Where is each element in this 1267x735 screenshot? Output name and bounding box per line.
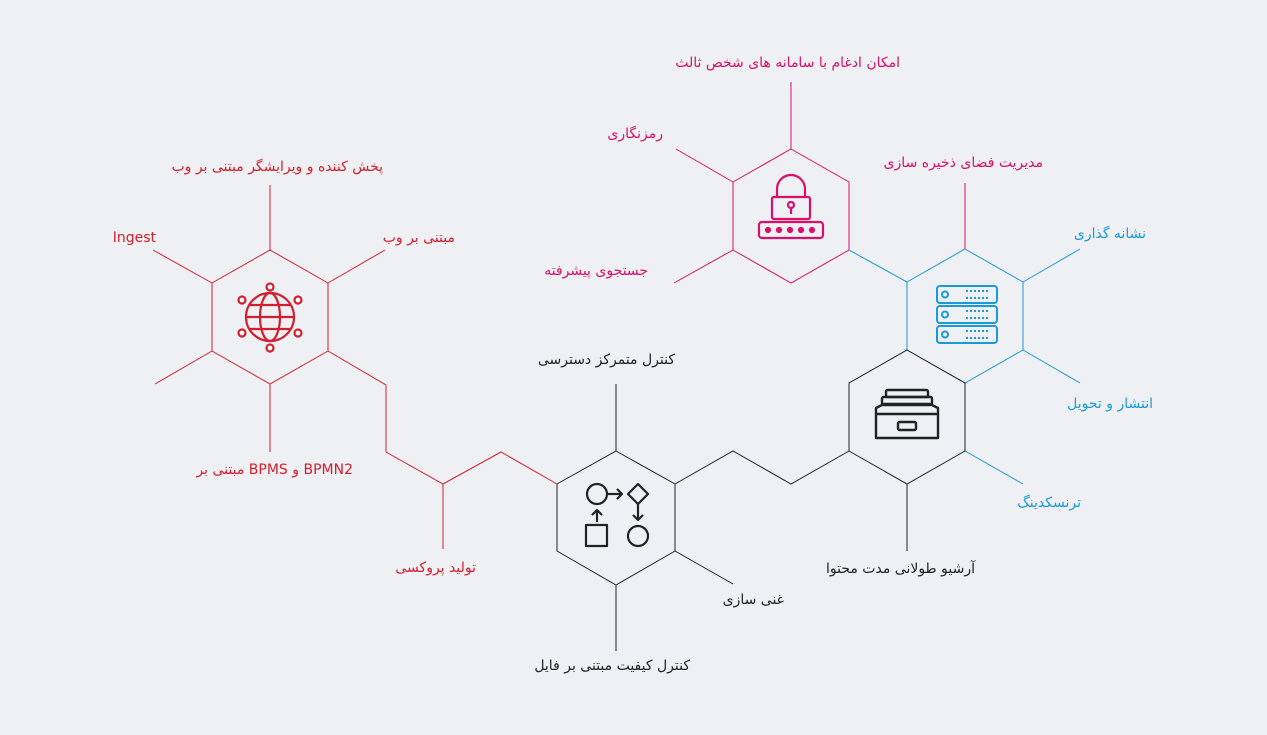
storage-hexagon: [906, 248, 1024, 384]
label-tagging: نشانه گذاری: [1074, 225, 1146, 242]
security-hexagon: [732, 148, 850, 284]
label-proxy: تولید پروکسی: [395, 560, 476, 576]
label-central-access: کنترل متمرکز دسترسی: [538, 352, 675, 368]
label-advanced-search: جستجوی پیشرفته: [544, 263, 648, 279]
connector-line: [848, 249, 908, 283]
label-integration: امکان ادغام با سامانه های شخص ثالث: [675, 55, 900, 71]
label-web-based: مبتنی بر وب: [383, 230, 455, 246]
connector-line: [154, 350, 213, 385]
connector-line: [327, 249, 386, 284]
archive-tray-icon: [874, 388, 940, 440]
connector-line: [1022, 248, 1081, 283]
workflow-node: [556, 384, 734, 651]
connector-line: [327, 350, 558, 485]
workflow-process-icon: [584, 482, 650, 548]
archive-hexagon: [848, 349, 966, 485]
connector-line: [675, 148, 734, 183]
label-file-qc: کنترل کیفیت مبتنی بر فایل: [534, 658, 690, 674]
label-publish: انتشار و تحویل: [1067, 396, 1153, 412]
label-enrichment: غنی سازی: [723, 592, 784, 608]
connector-line: [152, 249, 213, 284]
connector-line: [964, 450, 1024, 485]
label-encryption: رمزنگاری: [607, 125, 663, 142]
archive-node: [674, 349, 966, 551]
security-node: [673, 82, 850, 284]
globe-network-icon: [237, 282, 303, 353]
web-node: [152, 185, 558, 549]
workflow-hexagon: [556, 450, 676, 586]
label-web-player: پخش کننده و ویرایشگر مبتنی بر وب: [171, 158, 383, 175]
connector-line: [1022, 349, 1081, 384]
connector-line: [674, 550, 734, 585]
label-transcoding: ترنسکدینگ: [1017, 494, 1081, 511]
connector-line: [674, 450, 850, 485]
lock-icon: [757, 173, 825, 240]
label-storage-mgmt: مدیریت فضای ذخیره سازی: [884, 155, 1043, 171]
connector-line: [673, 249, 734, 284]
server-icon: [936, 285, 998, 344]
label-ingest: Ingest: [113, 230, 157, 246]
label-long-archive: آرشیو طولانی مدت محتوا: [826, 560, 976, 577]
labels: پخش کننده و ویرایشگر مبتنی بر وب Ingest …: [113, 55, 1153, 674]
label-bpmn: BPMN2 و BPMS مبتنی بر: [195, 462, 353, 478]
